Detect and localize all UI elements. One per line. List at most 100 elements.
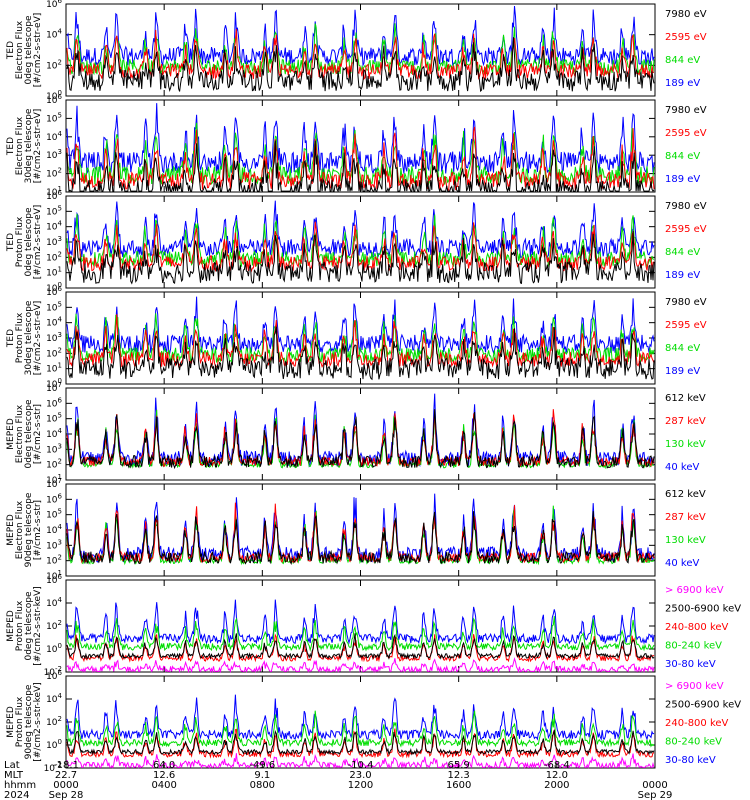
x-tick-label: -10.4 (348, 760, 374, 771)
y-axis-label: [#/cm2-s-str-eV] (33, 109, 43, 184)
x-tick-label: -68.4 (544, 760, 570, 771)
y-tick-label: 104 (46, 316, 62, 329)
y-axis-label: Proton Flux (15, 312, 25, 363)
y-tick-label: 102 (46, 250, 62, 263)
legend-entry: 2500-6900 keV (665, 700, 741, 711)
x-tick-label: -18.1 (53, 760, 79, 771)
x-tick-label: 2000 (544, 780, 569, 791)
legend-entry: 30-80 keV (665, 659, 716, 670)
y-tick-label: 102 (46, 715, 62, 728)
y-tick-label: 103 (46, 442, 62, 455)
legend-entry: 844 eV (665, 151, 700, 162)
x-tick-label: Sep 28 (49, 790, 84, 800)
y-tick-label: 102 (46, 167, 62, 180)
series-line (66, 657, 655, 674)
series-line (66, 616, 655, 652)
x-row-label: MLT (4, 770, 24, 781)
y-tick-label: 104 (46, 427, 62, 440)
y-axis-label: MEPED (6, 418, 16, 450)
y-axis-label: [#/cm2-s-str-eV] (33, 301, 43, 376)
y-tick-label: 103 (46, 538, 62, 551)
legend-entry: 189 eV (665, 366, 700, 377)
legend-entry: 2595 eV (665, 320, 707, 331)
legend-entry: 2595 eV (665, 32, 707, 43)
y-axis-label: MEPED (6, 610, 16, 642)
y-tick-label: 101 (46, 266, 62, 279)
x-tick-label: 23.0 (349, 770, 371, 781)
series-line (66, 140, 655, 194)
legend-entry: > 6900 keV (665, 585, 724, 596)
legend-entry: 30-80 keV (665, 755, 716, 766)
x-tick-label: Sep 29 (638, 790, 673, 800)
y-axis-label: TED (6, 329, 16, 348)
series-line (66, 296, 655, 355)
legend-entry: 612 keV (665, 489, 706, 500)
y-tick-label: 102 (46, 619, 62, 632)
series-line (66, 37, 655, 93)
legend-entry: 844 eV (665, 55, 700, 66)
y-tick-label: 100 (46, 642, 62, 655)
y-tick-label: 106 (46, 396, 62, 409)
y-tick-label: 102 (46, 58, 62, 71)
x-tick-label: 12.3 (448, 770, 470, 781)
series-line (66, 409, 655, 470)
y-axis-label: 0deg telescope (24, 591, 34, 661)
y-tick-label: 106 (46, 492, 62, 505)
y-axis-label: Proton Flux (15, 216, 25, 267)
y-tick-label: 104 (46, 692, 62, 705)
y-axis-label: TED (6, 233, 16, 252)
x-tick-label: 65.9 (448, 760, 470, 771)
x-tick-label: 0000 (53, 780, 78, 791)
y-axis-label: Electron Flux (15, 20, 25, 79)
y-axis-label: Electron Flux (15, 500, 25, 559)
y-axis-label: Proton Flux (15, 600, 25, 651)
legend-entry: 80-240 keV (665, 641, 722, 652)
y-tick-label: 100 (46, 738, 62, 751)
x-tick-label: 12.0 (546, 770, 568, 781)
y-axis-label: 0deg telescope (24, 399, 34, 469)
y-axis-label: 90deg telescope (24, 684, 34, 759)
y-tick-label: 105 (46, 111, 62, 124)
legend-entry: 7980 eV (665, 297, 707, 308)
legend-entry: 612 keV (665, 393, 706, 404)
series-line (66, 753, 655, 770)
legend-entry: 240-800 keV (665, 622, 729, 633)
series-line (66, 633, 655, 660)
y-tick-label: 103 (46, 235, 62, 248)
y-tick-label: 104 (46, 523, 62, 536)
x-tick-label: 0400 (151, 780, 176, 791)
y-axis-label: Proton Flux (15, 696, 25, 747)
legend-entry: 189 eV (665, 174, 700, 185)
y-axis-label: [#/cm2-s-str-keV] (33, 682, 43, 761)
y-tick-label: 105 (46, 412, 62, 425)
x-tick-label: 64.0 (153, 760, 175, 771)
x-tick-label: 0000 (642, 780, 667, 791)
legend-entry: 189 eV (665, 78, 700, 89)
y-axis-label: TED (6, 41, 16, 60)
y-axis-label: 0deg telescope (24, 15, 34, 85)
x-tick-label: 1200 (348, 780, 373, 791)
y-tick-label: 106 (46, 0, 62, 10)
series-line (66, 221, 655, 273)
y-axis-label: [#/cm2-s-str] (33, 404, 43, 464)
y-axis-label: Electron Flux (15, 116, 25, 175)
y-tick-label: 104 (46, 596, 62, 609)
series-line (66, 729, 655, 756)
x-tick-label: -49.6 (249, 760, 275, 771)
y-tick-label: 104 (46, 28, 62, 41)
legend-entry: 40 keV (665, 558, 699, 569)
y-tick-label: 104 (46, 130, 62, 143)
y-tick-label: 102 (46, 554, 62, 567)
series-line (66, 511, 655, 566)
series-line (66, 314, 655, 369)
legend-entry: 2500-6900 keV (665, 604, 741, 615)
x-row-label: 2024 (4, 790, 29, 800)
y-axis-label: [#/cm2-s-str] (33, 500, 43, 560)
y-tick-label: 103 (46, 148, 62, 161)
y-tick-label: 102 (46, 346, 62, 359)
legend-entry: 7980 eV (665, 201, 707, 212)
y-axis-label: Electron Flux (15, 404, 25, 463)
y-tick-label: 101 (46, 362, 62, 375)
series-line (66, 599, 655, 645)
